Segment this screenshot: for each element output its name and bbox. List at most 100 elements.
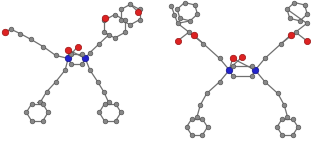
Point [275, 92, 280, 95]
Point [106, 101, 111, 103]
Point [280, 118, 285, 120]
Point [137, 19, 142, 21]
Point [66, 57, 71, 60]
Point [102, 120, 107, 122]
Point [290, 118, 295, 120]
Point [198, 104, 203, 106]
Point [53, 81, 58, 83]
Point [195, 13, 200, 15]
Point [189, 134, 194, 136]
Point [2, 31, 7, 33]
Point [240, 56, 245, 58]
Point [275, 126, 280, 128]
Point [230, 65, 235, 67]
Point [28, 38, 34, 41]
Point [230, 75, 235, 77]
Point [113, 102, 118, 105]
Point [118, 19, 123, 21]
Point [304, 40, 309, 42]
Point [295, 126, 300, 128]
Point [230, 57, 235, 60]
Point [123, 19, 128, 22]
Point [40, 120, 45, 122]
Point [112, 13, 117, 16]
Point [200, 118, 205, 120]
Point [83, 57, 88, 60]
Point [169, 5, 174, 7]
Point [201, 43, 206, 45]
Point [46, 111, 51, 114]
Point [192, 4, 197, 6]
Point [290, 134, 295, 136]
Point [69, 63, 74, 65]
Point [79, 53, 85, 55]
Point [262, 57, 267, 60]
Point [187, 20, 193, 22]
Point [17, 32, 23, 35]
Point [287, 17, 292, 20]
Point [97, 111, 102, 114]
Point [175, 22, 180, 25]
Point [101, 31, 107, 33]
Point [189, 118, 194, 120]
Point [297, 20, 302, 22]
Point [184, 126, 189, 128]
Point [118, 8, 123, 11]
Point [177, 17, 182, 20]
Point [172, 13, 177, 16]
Point [194, 116, 200, 118]
Point [204, 92, 209, 95]
Point [285, 116, 290, 118]
Point [112, 37, 117, 39]
Point [75, 46, 80, 48]
Point [191, 34, 196, 36]
Point [128, 24, 133, 26]
Point [29, 102, 34, 105]
Point [302, 4, 307, 6]
Point [205, 126, 210, 128]
Point [249, 75, 255, 77]
Point [103, 16, 108, 19]
Point [278, 43, 284, 45]
Point [304, 22, 309, 25]
Point [40, 102, 45, 105]
Point [292, 1, 297, 4]
Point [69, 53, 74, 55]
Point [175, 8, 180, 10]
Point [282, 104, 287, 106]
Point [101, 91, 107, 93]
Point [135, 11, 141, 13]
Point [95, 81, 100, 83]
Point [217, 57, 222, 60]
Point [97, 43, 102, 45]
Point [305, 13, 310, 15]
Point [217, 81, 222, 83]
Point [200, 134, 205, 136]
Point [249, 65, 255, 67]
Point [101, 19, 107, 22]
Point [87, 69, 92, 71]
Point [41, 46, 46, 48]
Point [182, 1, 187, 4]
Point [253, 69, 258, 71]
Point [8, 28, 14, 30]
Point [44, 91, 49, 93]
Point [123, 31, 128, 33]
Point [175, 40, 180, 42]
Point [227, 69, 232, 71]
Point [280, 134, 285, 136]
Point [186, 31, 192, 33]
Point [63, 69, 68, 71]
Point [66, 48, 71, 51]
Point [285, 8, 290, 10]
Point [293, 31, 298, 33]
Point [118, 111, 123, 114]
Point [262, 81, 267, 83]
Point [53, 54, 58, 57]
Point [29, 120, 34, 122]
Point [38, 101, 43, 103]
Point [128, 3, 133, 6]
Point [137, 8, 142, 11]
Point [102, 102, 107, 105]
Point [113, 120, 118, 122]
